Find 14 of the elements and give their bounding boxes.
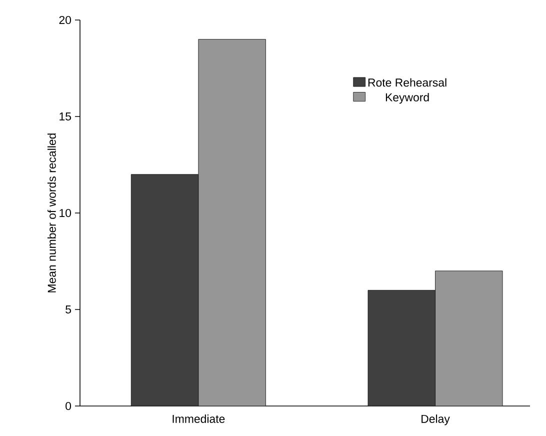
bar	[130, 174, 199, 406]
y-tick-label: 10	[60, 208, 72, 218]
y-tick-label: 0	[66, 402, 72, 410]
bar	[368, 290, 436, 406]
bar	[198, 39, 266, 406]
y-tick-label: 5	[66, 306, 71, 314]
y-axis-title: Mean number of words recalled	[47, 134, 56, 292]
legend-label: Rote Rehearsal	[368, 78, 446, 87]
x-tick-label: Immediate	[172, 414, 225, 423]
bar	[435, 270, 503, 406]
y-tick-label: 15	[60, 112, 71, 120]
legend-label: Keyword	[386, 93, 429, 104]
y-tick-label: 20	[59, 16, 72, 24]
x-tick-label: Delay	[422, 414, 450, 426]
